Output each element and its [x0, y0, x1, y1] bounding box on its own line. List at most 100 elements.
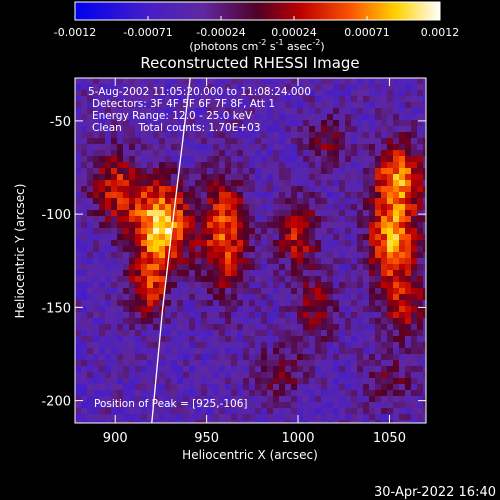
heatmap-cell — [117, 330, 124, 337]
heatmap-cell — [315, 198, 322, 205]
heatmap-cell — [387, 126, 394, 133]
heatmap-cell — [369, 174, 376, 181]
heatmap-cell — [87, 348, 94, 355]
heatmap-cell — [345, 240, 352, 247]
heatmap-cell — [123, 156, 130, 163]
heatmap-cell — [207, 324, 214, 331]
heatmap-cell — [201, 234, 208, 241]
heatmap-cell — [261, 270, 268, 277]
heatmap-cell — [303, 360, 310, 367]
heatmap-cell — [285, 120, 292, 127]
heatmap-cell — [201, 318, 208, 325]
heatmap-cell — [309, 342, 316, 349]
heatmap-cell — [309, 378, 316, 385]
heatmap-cell — [357, 390, 364, 397]
heatmap-cell — [339, 114, 346, 121]
heatmap-cell — [297, 144, 304, 151]
heatmap-cell — [183, 96, 190, 103]
heatmap-cell — [99, 282, 106, 289]
heatmap-cell — [369, 96, 376, 103]
heatmap-cell — [117, 234, 124, 241]
heatmap-cell — [345, 300, 352, 307]
heatmap-cell — [279, 282, 286, 289]
heatmap-cell — [315, 210, 322, 217]
heatmap-cell — [387, 408, 394, 415]
heatmap-cell — [255, 126, 262, 133]
heatmap-cell — [375, 258, 382, 265]
heatmap-cell — [93, 78, 100, 85]
heatmap-cell — [81, 102, 88, 109]
heatmap-cell — [189, 276, 196, 283]
heatmap-cell — [369, 132, 376, 139]
heatmap-cell — [81, 264, 88, 271]
heatmap-cell — [339, 78, 346, 85]
heatmap-cell — [309, 306, 316, 313]
heatmap-cell — [129, 312, 136, 319]
heatmap-cell — [381, 144, 388, 151]
heatmap-cell — [273, 234, 280, 241]
heatmap-cell — [357, 114, 364, 121]
heatmap-cell — [249, 216, 256, 223]
heatmap-cell — [117, 408, 124, 415]
heatmap-cell — [255, 150, 262, 157]
heatmap-cell — [105, 372, 112, 379]
heatmap-cell — [249, 180, 256, 187]
heatmap-cell — [411, 216, 418, 223]
heatmap-cell — [189, 402, 196, 409]
heatmap-cell — [405, 330, 412, 337]
heatmap-cell — [381, 252, 388, 259]
heatmap-cell — [345, 156, 352, 163]
heatmap-cell — [249, 192, 256, 199]
heatmap-cell — [183, 402, 190, 409]
heatmap-cell — [249, 102, 256, 109]
heatmap-cell — [291, 198, 298, 205]
heatmap-cell — [267, 126, 274, 133]
heatmap-cell — [303, 294, 310, 301]
heatmap-cell — [231, 396, 238, 403]
heatmap-cell — [153, 108, 160, 115]
heatmap-cell — [171, 408, 178, 415]
heatmap-cell — [405, 240, 412, 247]
heatmap-cell — [309, 312, 316, 319]
heatmap-cell — [93, 186, 100, 193]
heatmap-cell — [105, 78, 112, 85]
heatmap-cell — [105, 414, 112, 421]
heatmap-cell — [393, 222, 400, 229]
heatmap-cell — [153, 204, 160, 211]
heatmap-cell — [285, 108, 292, 115]
heatmap-cell — [411, 78, 418, 85]
heatmap-cell — [183, 198, 190, 205]
heatmap-cell — [141, 348, 148, 355]
heatmap-cell — [303, 114, 310, 121]
heatmap-cell — [99, 198, 106, 205]
heatmap-cell — [423, 222, 426, 229]
heatmap-cell — [195, 372, 202, 379]
heatmap-cell — [387, 240, 394, 247]
heatmap-cell — [75, 390, 82, 397]
heatmap-cell — [411, 204, 418, 211]
heatmap-cell — [351, 84, 358, 91]
heatmap-cell — [255, 132, 262, 139]
heatmap-cell — [213, 204, 220, 211]
heatmap-cell — [327, 78, 334, 85]
heatmap-cell — [423, 390, 426, 397]
heatmap-cell — [285, 132, 292, 139]
heatmap-cell — [327, 114, 334, 121]
heatmap-cell — [195, 192, 202, 199]
heatmap-cell — [315, 306, 322, 313]
heatmap-cell — [363, 396, 370, 403]
heatmap-cell — [315, 354, 322, 361]
heatmap-cell — [279, 354, 286, 361]
heatmap-cell — [303, 246, 310, 253]
heatmap-cell — [147, 420, 154, 423]
heatmap-cell — [141, 120, 148, 127]
heatmap-cell — [141, 342, 148, 349]
heatmap-cell — [201, 174, 208, 181]
heatmap-cell — [93, 114, 100, 121]
heatmap-cell — [423, 84, 426, 91]
heatmap-cell — [129, 138, 136, 145]
heatmap-cell — [291, 120, 298, 127]
heatmap-cell — [417, 198, 424, 205]
heatmap-cell — [405, 156, 412, 163]
heatmap-cell — [315, 282, 322, 289]
